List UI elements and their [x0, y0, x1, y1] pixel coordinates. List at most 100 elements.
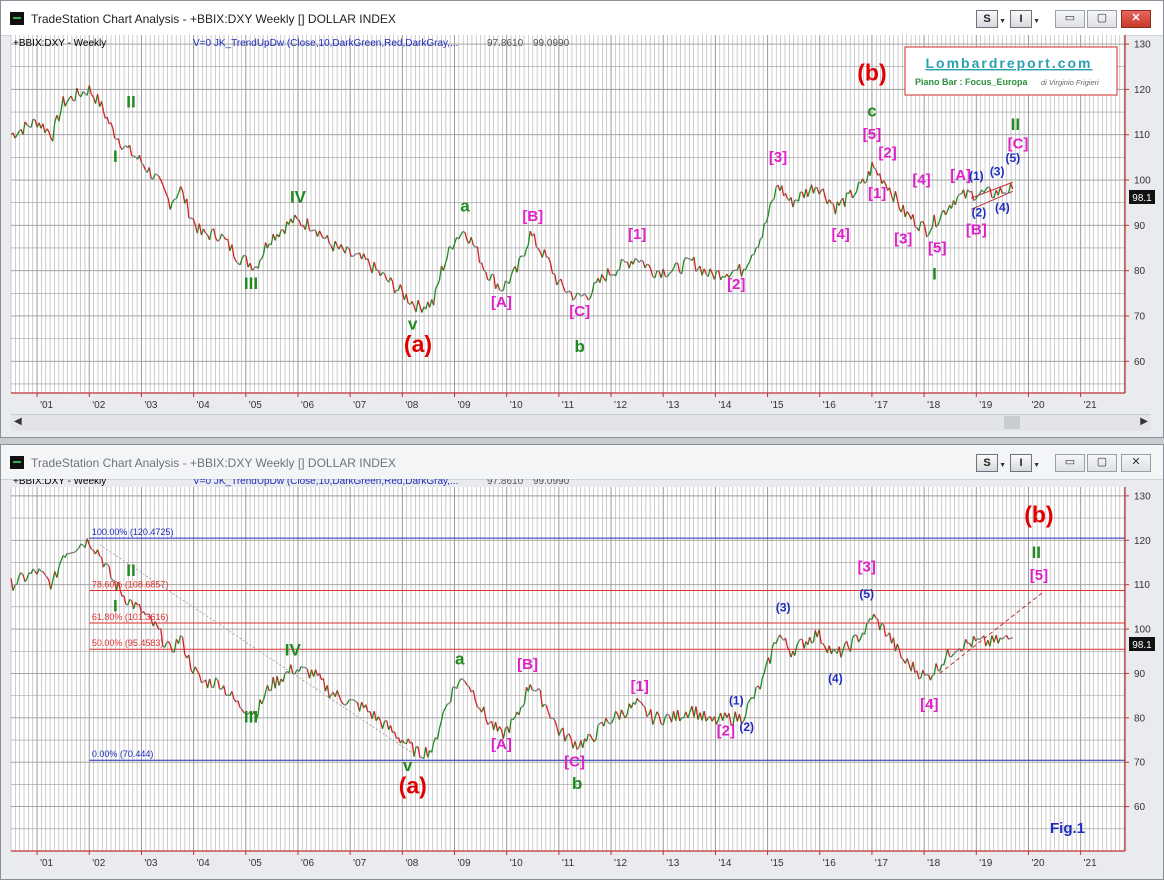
price-segment	[100, 101, 105, 112]
price-segment	[110, 577, 114, 581]
x-tick-label: '06	[301, 858, 314, 869]
price-segment	[618, 709, 623, 720]
price-segment	[407, 302, 411, 305]
restore-button[interactable]: ▢	[1087, 10, 1117, 28]
price-segment	[527, 231, 531, 245]
price-segment	[117, 138, 121, 147]
price-segment	[386, 720, 390, 730]
price-segment	[54, 115, 58, 123]
price-segment	[114, 137, 117, 140]
price-segment	[263, 242, 267, 254]
price-segment	[926, 234, 930, 238]
wave-label: [B]	[522, 208, 543, 225]
scroll-thumb[interactable]	[1004, 416, 1020, 429]
wave-label: [3]	[769, 149, 787, 166]
titlebar[interactable]: TradeStation Chart Analysis - +BBIX:DXY …	[1, 1, 1163, 36]
price-segment	[474, 700, 479, 708]
price-segment	[401, 290, 405, 301]
price-segment	[361, 701, 365, 709]
horizontal-scrollbar[interactable]: ◀ ▶	[11, 414, 1151, 431]
price-segment	[266, 243, 270, 249]
price-segment	[547, 257, 552, 264]
close-button[interactable]: ✕	[1121, 10, 1151, 28]
price-segment	[713, 716, 718, 725]
price-chart-bottom[interactable]: 100.00% (120.4725) 78.60% (108.6857) 61.80…	[1, 479, 1163, 879]
price-segment	[306, 669, 311, 679]
chart-window-top: TradeStation Chart Analysis - +BBIX:DXY …	[0, 0, 1164, 438]
titlebar[interactable]: TradeStation Chart Analysis - +BBIX:DXY …	[1, 445, 1163, 480]
price-segment	[529, 684, 533, 690]
price-segment	[950, 200, 955, 209]
wave-label: b	[572, 774, 582, 793]
price-segment	[88, 85, 92, 95]
price-segment	[160, 628, 164, 646]
price-segment	[691, 706, 695, 718]
y-tick-label: 130	[1134, 40, 1151, 51]
price-segment	[781, 185, 785, 196]
price-segment	[669, 271, 673, 274]
price-segment	[607, 721, 611, 725]
price-segment	[160, 180, 164, 185]
wave-label: (a)	[404, 331, 432, 357]
price-segment	[483, 706, 487, 719]
price-segment	[617, 268, 620, 272]
price-segment	[955, 650, 958, 653]
price-segment	[894, 191, 899, 200]
minimize-button[interactable]: ▭	[1055, 454, 1085, 472]
close-button[interactable]: ✕	[1121, 454, 1151, 472]
price-segment	[381, 720, 386, 730]
price-segment	[121, 146, 125, 151]
price-segment	[62, 96, 66, 107]
price-segment	[90, 93, 94, 98]
price-segment	[763, 664, 767, 673]
price-segment	[822, 643, 826, 648]
indicator-button[interactable]: I ▼	[1010, 454, 1040, 472]
style-button[interactable]: S ▼	[976, 10, 1006, 28]
wave-label: [3]	[858, 558, 876, 575]
symbol-label: +BBIX:DXY - Weekly	[13, 38, 106, 49]
x-tick-label: '15	[771, 400, 784, 411]
minimize-button[interactable]: ▭	[1055, 10, 1085, 28]
price-segment	[753, 247, 757, 255]
price-segment	[158, 176, 162, 181]
price-segment	[150, 619, 154, 627]
scroll-right-icon[interactable]: ▶	[1140, 416, 1148, 427]
price-segment	[964, 639, 969, 644]
price-segment	[838, 646, 842, 658]
restore-button[interactable]: ▢	[1087, 454, 1117, 472]
price-segment	[12, 132, 16, 139]
price-segment	[695, 706, 699, 720]
window-title: TradeStation Chart Analysis - +BBIX:DXY …	[31, 12, 396, 26]
price-segment	[894, 643, 899, 652]
price-segment	[611, 718, 615, 724]
price-segment	[892, 191, 897, 203]
price-segment	[681, 260, 685, 274]
price-segment	[429, 299, 433, 308]
wave-label: III	[244, 274, 258, 293]
price-segment	[918, 677, 922, 680]
indicator-button[interactable]: I ▼	[1010, 10, 1040, 28]
price-segment	[223, 685, 227, 696]
chart-window-bottom: TradeStation Chart Analysis - +BBIX:DXY …	[0, 444, 1164, 880]
price-segment	[595, 725, 599, 740]
price-segment	[807, 190, 811, 197]
scroll-left-icon[interactable]: ◀	[14, 416, 22, 427]
x-tick-label: '13	[666, 858, 679, 869]
price-segment	[233, 698, 237, 703]
price-segment	[72, 551, 76, 554]
x-tick-label: '16	[823, 400, 836, 411]
price-segment	[48, 131, 52, 138]
price-segment	[162, 184, 166, 190]
style-button[interactable]: S ▼	[976, 454, 1006, 472]
price-segment	[652, 718, 656, 725]
fib-level-label: 61.80% (101.3616)	[92, 612, 169, 622]
price-segment	[790, 197, 794, 208]
price-segment	[407, 738, 411, 744]
x-tick-label: '17	[875, 858, 888, 869]
price-segment	[263, 691, 267, 700]
price-segment	[753, 687, 757, 699]
price-segment	[444, 258, 448, 265]
price-segment	[16, 575, 20, 585]
price-segment	[640, 259, 644, 262]
